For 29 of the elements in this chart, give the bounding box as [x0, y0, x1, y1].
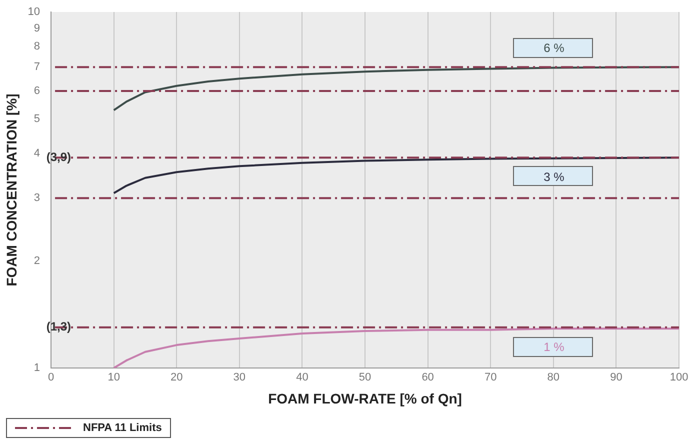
series-label: 6 %	[544, 41, 564, 56]
y-tick-label: 9	[34, 22, 40, 34]
x-tick-label: 30	[233, 372, 246, 384]
x-axis-title: FOAM FLOW-RATE [% of Qn]	[268, 390, 462, 406]
y-tick-label: 7	[34, 61, 40, 74]
y-tick-label: 3	[34, 192, 40, 204]
x-tick-label: 90	[610, 372, 622, 384]
series-label: 3 %	[544, 170, 564, 184]
y-tick-label: 2	[34, 254, 40, 267]
y-tick-label: 10	[28, 6, 40, 18]
x-tick-label: 10	[108, 372, 120, 384]
x-tick-label: 50	[358, 372, 372, 384]
y-tick-label: 1	[34, 362, 40, 374]
x-tick-label: 100	[670, 372, 688, 384]
y-tick-label: 4	[34, 148, 40, 160]
ref-line-label: (3,9)	[46, 150, 72, 164]
ref-line-label: (1,3)	[46, 320, 72, 334]
x-tick-label: 0	[48, 372, 54, 384]
x-tick-label: 80	[547, 372, 560, 384]
y-tick-label: 8	[34, 40, 40, 53]
x-tick-label: 20	[170, 372, 183, 384]
y-axis-title: FOAM CONCENTRATION [%]	[3, 94, 20, 286]
y-tick-label: 6	[34, 85, 40, 98]
series-label: 1 %	[544, 340, 564, 354]
x-tick-label: 40	[296, 372, 308, 384]
x-tick-label: 60	[422, 372, 434, 384]
x-tick-label: 70	[484, 372, 497, 384]
y-tick-label: 5	[34, 113, 40, 126]
legend-title: NFPA 11 Limits	[83, 422, 162, 434]
